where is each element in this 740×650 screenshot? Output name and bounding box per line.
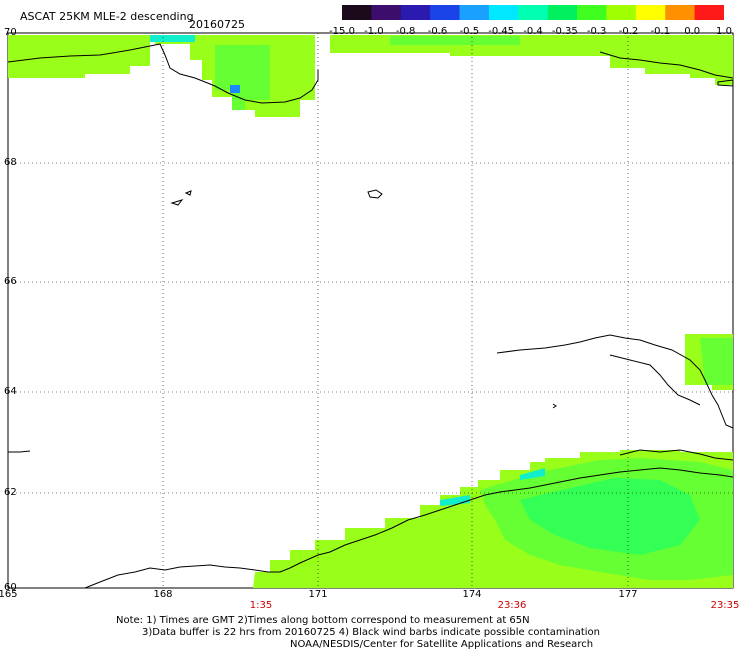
coast-south-chukotka (84, 467, 734, 589)
time-label: 23:35 (710, 600, 740, 611)
coastlines (7, 43, 734, 589)
lon-label: 177 (618, 589, 638, 600)
coast-small-isle (552, 403, 557, 409)
lon-label: 168 (153, 589, 173, 600)
lat-label: 70 (4, 27, 17, 38)
colorbar-tick-label: -0.1 (650, 26, 671, 37)
lat-label: 62 (4, 487, 17, 498)
colorbar-segment (342, 5, 372, 20)
map-date: 20160725 (189, 18, 245, 31)
grid-lines (8, 33, 733, 588)
coast-north-right-isle (717, 79, 734, 87)
coast-island-3 (184, 190, 192, 196)
swath-bottom-cyan (440, 495, 470, 506)
swath-top-center-green (215, 45, 270, 110)
note-line-1: Note: 1) Times are GMT 2)Times along bot… (116, 615, 530, 626)
swath-right-block-green (700, 338, 733, 385)
colorbar-tick-label: -0.35 (551, 26, 578, 37)
note-line-3: NOAA/NESDIS/Center for Satellite Applica… (290, 639, 594, 650)
coast-alaska-sound (609, 354, 701, 406)
swath-top-right-green (390, 36, 520, 45)
lon-label: 165 (0, 589, 18, 600)
time-label: 23:36 (497, 600, 527, 611)
time-label: 1:35 (249, 600, 273, 611)
coast-north-right (599, 51, 734, 79)
colorbar-segment (459, 5, 490, 20)
colorbar-tick-label: -0.3 (586, 26, 607, 37)
swath-bottom-deep (520, 478, 700, 555)
colorbar-segment (577, 5, 607, 20)
coast-north-chukotka (7, 43, 319, 104)
data-swaths (8, 35, 733, 588)
colorbar-tick-label: -0.6 (427, 26, 448, 37)
colorbar-tick-label: -0.5 (459, 26, 480, 37)
lat-label: 66 (4, 276, 17, 287)
colorbar-tick-label: 0.0 (684, 26, 701, 37)
colorbar-segment (606, 5, 637, 20)
colorbar-segment (665, 5, 696, 20)
colorbar-segment (430, 5, 461, 20)
colorbar-segment (488, 5, 519, 20)
lon-label: 174 (462, 589, 482, 600)
coast-island-1 (367, 189, 383, 199)
colorbar-tick-label: -0.45 (488, 26, 515, 37)
colorbar (342, 5, 724, 20)
swath-top-left (8, 35, 150, 78)
colorbar-segment (635, 5, 666, 20)
coast-southeast-cape (619, 449, 734, 461)
colorbar-tick-label: -0.8 (395, 26, 416, 37)
colorbar-labels: -15.0 -1.0 -0.8 -0.6 -0.5 -0.45 -0.4 -0.35 -0.3-… (329, 26, 732, 38)
colorbar-segment (547, 5, 578, 20)
swath-top-cyan-strip (150, 35, 195, 42)
lon-label: 171 (308, 589, 328, 600)
colorbar-segment (518, 5, 549, 20)
coast-alaska-seward (496, 334, 734, 429)
swath-top-blue-patch (230, 85, 240, 93)
colorbar-segment (371, 5, 402, 20)
colorbar-segment (694, 5, 724, 20)
coast-island-2 (170, 199, 184, 206)
swath-top-right (330, 35, 733, 85)
lat-label: 64 (4, 386, 17, 397)
lat-label: 68 (4, 157, 17, 168)
lat-label: 60 (4, 582, 17, 593)
colorbar-tick-label: -0.2 (618, 26, 639, 37)
swath-bottom-cyan-2 (520, 468, 545, 480)
map-title: ASCAT 25KM MLE-2 descending (20, 10, 194, 23)
colorbar-tick-label: -1.0 (364, 26, 384, 37)
colorbar-tick-label: 1.0 (716, 26, 732, 37)
note-line-2: 3)Data buffer is 22 hrs from 20160725 4)… (142, 627, 600, 638)
colorbar-tick-label: -15.0 (329, 26, 355, 37)
colorbar-segment (400, 5, 431, 20)
colorbar-tick-label: -0.4 (523, 26, 543, 37)
coast-west-stub (8, 450, 31, 453)
